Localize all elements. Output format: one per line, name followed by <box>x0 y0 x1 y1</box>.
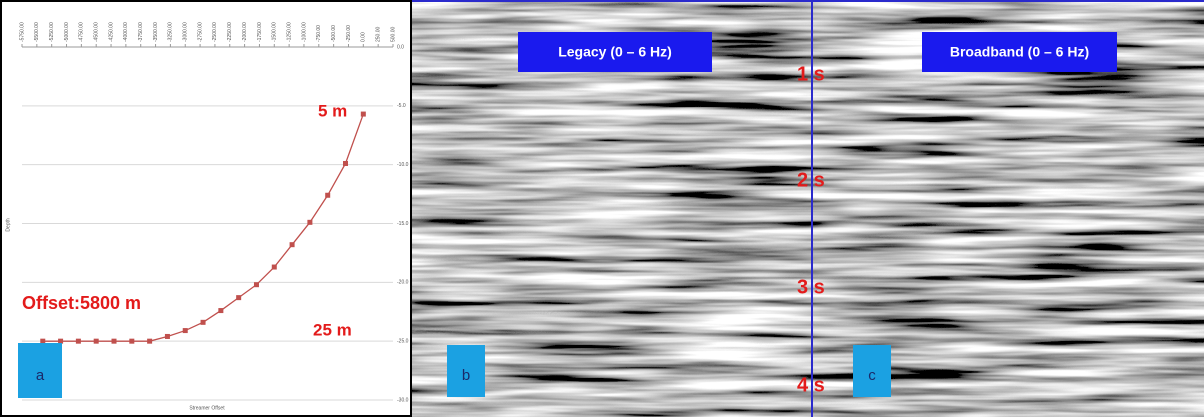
depth-point <box>325 193 330 198</box>
depth-point <box>76 339 81 344</box>
depth-point <box>272 265 277 270</box>
x-tick-label: -1500.00 <box>272 22 278 42</box>
x-tick-label: -4500.00 <box>94 22 100 42</box>
y-tick-label: 0.0 <box>397 44 404 50</box>
panel-a-frame <box>1 1 411 416</box>
y-axis-title: Depth <box>5 218 11 232</box>
x-tick-label: -5250.00 <box>49 22 55 42</box>
y-tick-label: -15.0 <box>397 221 409 227</box>
depth-point <box>183 328 188 333</box>
y-tick-label: -10.0 <box>397 162 409 168</box>
x-tick-label: -3500.00 <box>153 22 159 42</box>
x-tick-label: -5500.00 <box>34 22 40 42</box>
y-tick-label: -30.0 <box>397 397 409 403</box>
x-tick-label: -1000.00 <box>301 22 307 42</box>
depth-point <box>165 334 170 339</box>
x-tick-label: -750.00 <box>316 25 322 42</box>
depth-point <box>307 220 312 225</box>
depth-point <box>290 242 295 247</box>
depth-point <box>147 339 152 344</box>
depth-point <box>112 339 117 344</box>
x-tick-label: -5750.00 <box>19 22 25 42</box>
y-tick-label: -20.0 <box>397 280 409 286</box>
time-label: 4 s <box>797 374 825 396</box>
depth-point <box>236 295 241 300</box>
depth-point <box>343 161 348 166</box>
x-tick-label: -500.00 <box>331 25 337 42</box>
x-tick-label: 500.00 <box>390 26 396 42</box>
panel-label: c <box>868 367 876 384</box>
panel-title: Legacy (0 – 6 Hz) <box>558 44 672 60</box>
time-label: 1 s <box>797 63 825 85</box>
depth-point <box>201 320 206 325</box>
annotation: 5 m <box>318 101 347 120</box>
x-tick-label: -1250.00 <box>286 22 292 42</box>
x-tick-label: -2250.00 <box>227 22 233 42</box>
x-tick-label: 250.00 <box>375 26 381 42</box>
x-tick-label: -3000.00 <box>183 22 189 42</box>
x-tick-label: -4250.00 <box>108 22 114 42</box>
depth-point <box>361 112 366 117</box>
time-label: 2 s <box>797 169 825 191</box>
depth-point <box>58 339 63 344</box>
x-tick-label: -2500.00 <box>212 22 218 42</box>
x-tick-label: -2750.00 <box>197 22 203 42</box>
x-tick-label: -4000.00 <box>123 22 129 42</box>
y-tick-label: -5.0 <box>397 103 406 109</box>
depth-point <box>94 339 99 344</box>
x-tick-label: -250.00 <box>346 25 352 42</box>
annotation: 25 m <box>313 320 352 339</box>
x-tick-label: -5000.00 <box>64 22 70 42</box>
figure: 0.0 -5.0 -10.0 -15.0 -20.0 -25.0 -30.0 -5750.00… <box>0 0 1204 417</box>
x-tick-label: -4750.00 <box>79 22 85 42</box>
panel-title: Broadband (0 – 6 Hz) <box>950 44 1089 60</box>
depth-point <box>40 339 45 344</box>
time-label: 3 s <box>797 276 825 298</box>
x-axis-title: Streamer Offset <box>189 405 225 411</box>
x-tick-label: -1750.00 <box>257 22 263 42</box>
depth-point <box>218 308 223 313</box>
x-tick-label: -3750.00 <box>138 22 144 42</box>
panel-label: b <box>462 367 470 384</box>
depth-point <box>129 339 134 344</box>
x-tick-label: 0.00 <box>361 32 367 42</box>
x-tick-label: -3250.00 <box>168 22 174 42</box>
depth-point <box>254 282 259 287</box>
annotation: Offset:5800 m <box>22 293 141 313</box>
x-tick-label: -2000.00 <box>242 22 248 42</box>
y-tick-label: -25.0 <box>397 338 409 344</box>
panel-label: a <box>36 367 45 384</box>
